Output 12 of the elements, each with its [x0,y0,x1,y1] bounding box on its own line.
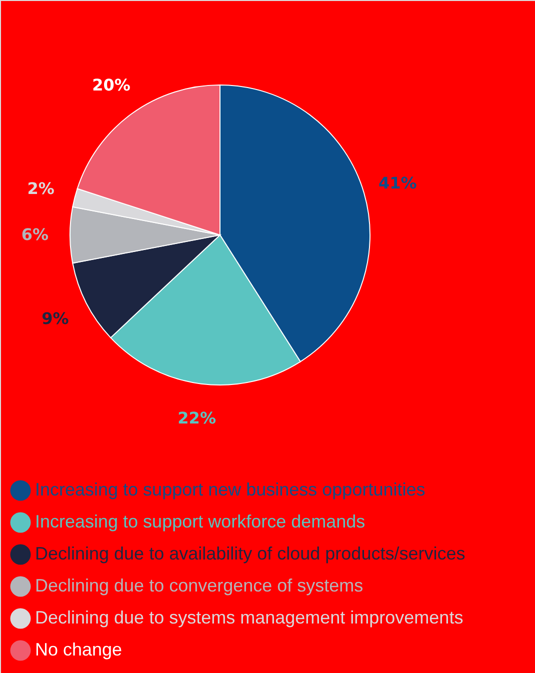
data-label: 6% [21,225,49,244]
data-label: 41% [378,173,417,192]
legend-label: Declining due to systems management improvements [35,608,464,628]
legend-label: Increasing to support new business opportunities [35,480,426,500]
legend-label: Declining due to availability of cloud products/services [35,544,466,564]
data-label: 20% [92,75,130,94]
data-label: 2% [27,178,54,198]
legend-label: Increasing to support workforce demands [35,512,366,532]
data-label: 9% [42,308,69,328]
legend-label: Declining due to convergence of systems [35,576,364,596]
data-label: 22% [178,408,216,428]
legend-label: No change [35,640,122,660]
